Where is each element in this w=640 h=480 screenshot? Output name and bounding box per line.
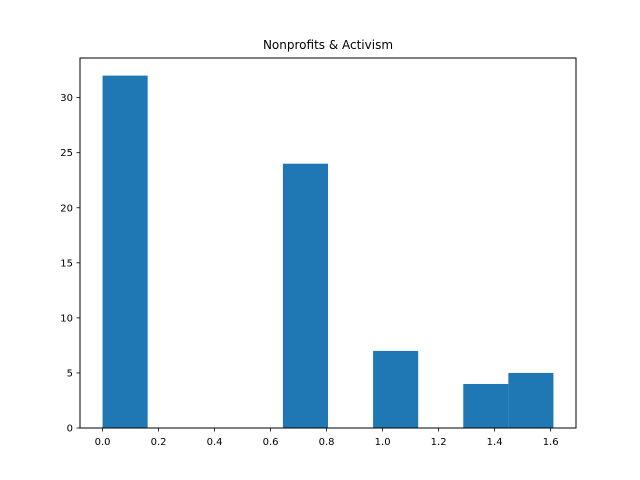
x-tick-label: 1.0: [375, 437, 391, 448]
x-tick-label: 0.6: [263, 437, 279, 448]
x-tick-label: 1.4: [487, 437, 503, 448]
histogram-bar-6: [373, 350, 419, 428]
x-axis-ticks: 0.0 0.2 0.4 0.6 0.8 1.0 1.2 1.4 1.6: [95, 428, 559, 448]
plot-area-frame: [79, 57, 577, 429]
y-tick-label: 20: [60, 203, 73, 214]
histogram-bar-4: [282, 163, 328, 428]
x-tick-label: 0.4: [207, 437, 223, 448]
y-tick-label: 30: [60, 93, 73, 104]
histogram-bar-8: [463, 383, 509, 428]
histogram-bar-0: [102, 75, 148, 429]
histogram-bar-9: [508, 372, 554, 428]
y-axis-ticks: 0 5 10 15 20 25 30: [60, 93, 80, 435]
x-tick-label: 0.0: [95, 437, 111, 448]
bars-group: [102, 75, 554, 429]
y-tick-label: 0: [67, 424, 73, 435]
y-tick-label: 25: [60, 148, 73, 159]
x-tick-label: 0.8: [319, 437, 335, 448]
y-tick-label: 10: [60, 313, 73, 324]
x-tick-label: 1.6: [543, 437, 559, 448]
chart-title: Nonprofits & Activism: [263, 38, 393, 52]
x-tick-label: 0.2: [151, 437, 167, 448]
x-tick-label: 1.2: [431, 437, 447, 448]
y-tick-label: 15: [60, 258, 73, 269]
y-tick-label: 5: [67, 368, 73, 379]
